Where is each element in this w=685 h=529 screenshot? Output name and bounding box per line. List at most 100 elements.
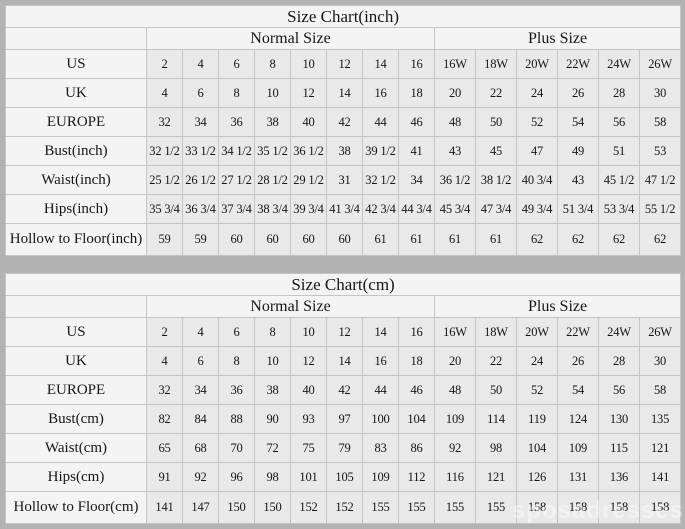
row-label: EUROPE [5,107,147,137]
size-value-cell: 53 3/4 [598,194,640,224]
size-value-cell: 8 [254,49,291,79]
size-value-cell: 16 [362,78,399,108]
size-value-cell: 38 [254,375,291,405]
size-value-cell: 91 [146,462,183,492]
size-value-cell: 22 [475,78,517,108]
size-value-cell: 114 [475,404,517,434]
size-value-cell: 41 [398,136,435,166]
table-row: Bust(inch) 32 1/2 33 1/2 34 1/2 35 1/2 36 1/2… [5,136,682,166]
table-title: Size Chart(cm) [4,273,682,296]
table-row: UK 4 6 8 10 12 14 16 18 20 22 24 26 28 30 [5,78,682,108]
size-value-cell: 24 [516,78,558,108]
size-value-cell: 121 [638,433,682,463]
size-value-cell: 16W [434,317,476,347]
plus-size-header: Plus Size [433,27,682,50]
size-value-cell: 35 1/2 [254,136,291,166]
size-value-cell: 35 3/4 [146,194,183,224]
size-value-cell: 79 [326,433,363,463]
size-value-cell: 36 [218,107,255,137]
size-value-cell: 59 [182,223,219,256]
size-value-cell: 150 [218,491,255,524]
size-value-cell: 44 [362,375,399,405]
size-value-cell: 45 3/4 [434,194,476,224]
table-row: Hips(cm) 91 92 96 98 101 105 109 112 116 121 126 131… [5,462,682,492]
corner-cell [5,295,147,318]
size-value-cell: 38 [326,136,363,166]
size-value-cell: 155 [398,491,435,524]
size-value-cell: 56 [598,375,640,405]
size-value-cell: 41 3/4 [326,194,363,224]
size-value-cell: 16W [434,49,476,79]
size-value-cell: 52 [516,107,558,137]
group-header-row: Normal Size Plus Size [5,295,682,318]
size-value-cell: 104 [516,433,558,463]
size-value-cell: 4 [182,317,219,347]
size-value-cell: 44 [362,107,399,137]
size-value-cell: 48 [434,107,476,137]
table-row: Hips(inch) 35 3/4 36 3/4 37 3/4 38 3/4 39 3/4… [5,194,682,224]
size-value-cell: 25 1/2 [146,165,183,195]
size-value-cell: 48 [434,375,476,405]
size-value-cell: 10 [254,346,291,376]
size-value-cell: 62 [638,223,682,256]
row-label: Bust(cm) [5,404,147,434]
size-value-cell: 38 [254,107,291,137]
size-value-cell: 47 [516,136,558,166]
size-value-cell: 26 1/2 [182,165,219,195]
size-value-cell: 150 [254,491,291,524]
size-value-cell: 26 [557,346,599,376]
size-value-cell: 158 [516,491,558,524]
size-value-cell: 61 [434,223,476,256]
size-value-cell: 42 3/4 [362,194,399,224]
size-value-cell: 54 [557,375,599,405]
size-value-cell: 130 [598,404,640,434]
size-value-cell: 82 [146,404,183,434]
size-value-cell: 158 [598,491,640,524]
size-value-cell: 124 [557,404,599,434]
size-value-cell: 62 [516,223,558,256]
size-value-cell: 152 [326,491,363,524]
size-value-cell: 12 [326,49,363,79]
table-title-row: Size Chart(inch) [4,5,682,28]
size-value-cell: 70 [218,433,255,463]
size-value-cell: 105 [326,462,363,492]
size-value-cell: 54 [557,107,599,137]
size-value-cell: 44 3/4 [398,194,435,224]
size-value-cell: 88 [218,404,255,434]
size-value-cell: 36 [218,375,255,405]
size-value-cell: 155 [434,491,476,524]
size-value-cell: 43 [557,165,599,195]
size-value-cell: 58 [638,375,682,405]
size-value-cell: 24W [598,317,640,347]
size-value-cell: 155 [475,491,517,524]
size-value-cell: 16 [398,49,435,79]
size-value-cell: 18W [475,49,517,79]
size-value-cell: 158 [638,491,682,524]
size-value-cell: 65 [146,433,183,463]
size-value-cell: 36 1/2 [290,136,327,166]
size-value-cell: 100 [362,404,399,434]
size-value-cell: 115 [598,433,640,463]
row-label: US [5,317,147,347]
size-value-cell: 30 [638,346,682,376]
size-value-cell: 34 1/2 [218,136,255,166]
size-chart-inch-table: Size Chart(inch) Normal Size Plus Size U… [4,5,682,256]
size-value-cell: 42 [326,107,363,137]
size-value-cell: 39 3/4 [290,194,327,224]
size-value-cell: 126 [516,462,558,492]
size-value-cell: 60 [290,223,327,256]
size-value-cell: 28 [598,78,640,108]
size-value-cell: 14 [362,49,399,79]
size-value-cell: 68 [182,433,219,463]
size-value-cell: 32 [146,375,183,405]
size-value-cell: 34 [182,107,219,137]
size-value-cell: 135 [638,404,682,434]
table-row: US 2 4 6 8 10 12 14 16 16W 18W 20W 22W 24W 26W [5,317,682,347]
size-value-cell: 8 [254,317,291,347]
size-value-cell: 14 [362,317,399,347]
row-label: US [5,49,147,79]
size-value-cell: 10 [254,78,291,108]
size-value-cell: 104 [398,404,435,434]
size-value-cell: 27 1/2 [218,165,255,195]
size-value-cell: 93 [290,404,327,434]
